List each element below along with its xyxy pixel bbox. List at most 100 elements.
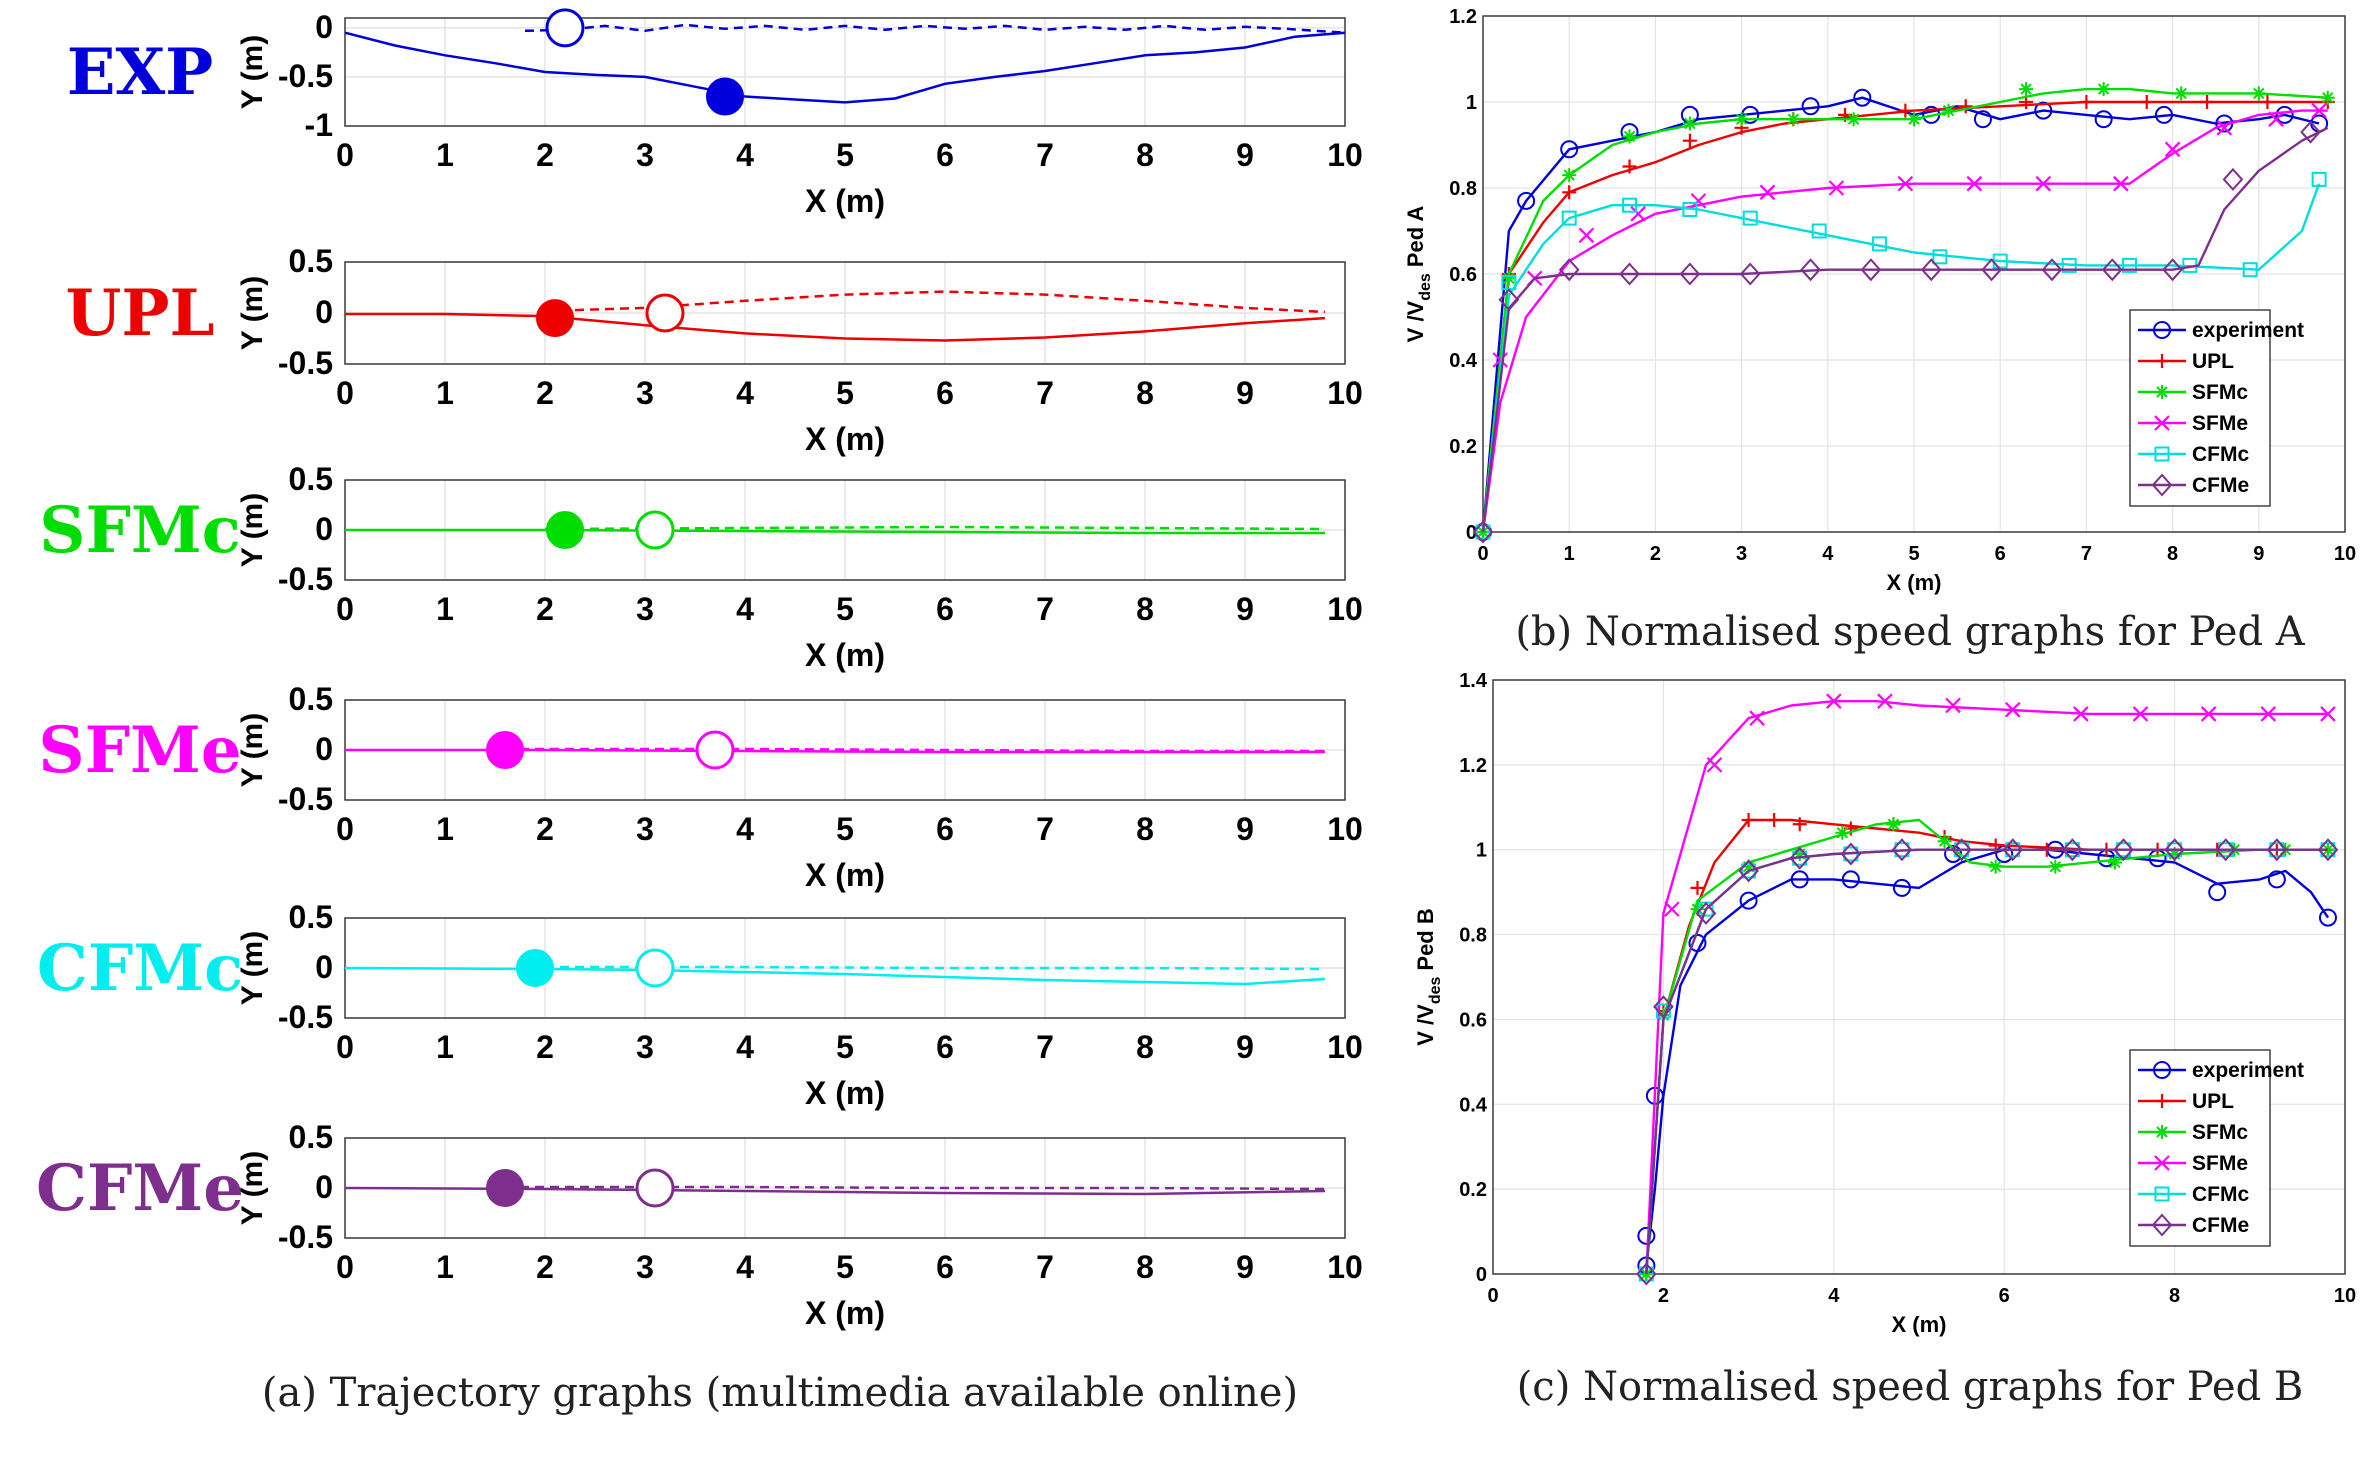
data-point-square — [1682, 202, 1698, 217]
x-tick-label: 2 — [536, 375, 554, 411]
data-point-x — [1759, 184, 1776, 201]
x-tick-label: 9 — [1236, 1029, 1254, 1065]
data-point-x — [2216, 120, 2233, 136]
y-tick-label: 1.2 — [1449, 6, 1477, 28]
y-tick-label: 0.5 — [289, 1119, 333, 1155]
data-point-square — [2061, 257, 2077, 273]
x-axis-label: X (m) — [805, 183, 885, 219]
x-tick-label: 1 — [436, 1249, 454, 1285]
data-point-circle — [1841, 870, 1860, 889]
data-point-circle — [1739, 891, 1758, 910]
legend-entry: SFMe — [2138, 412, 2248, 435]
data-point-asterisk — [2019, 82, 2034, 97]
x-tick-label: 5 — [836, 1029, 854, 1065]
y-tick-label: -0.5 — [278, 1219, 333, 1255]
y-tick-label: 0.5 — [289, 681, 333, 717]
filled-pedestrian-marker — [486, 1169, 524, 1207]
data-point-circle — [1637, 1226, 1656, 1245]
legend-label: CFMc — [2192, 1183, 2249, 1206]
x-tick-label: 2 — [536, 137, 554, 173]
series-line — [1645, 700, 2328, 1275]
y-tick-label: 0.5 — [289, 243, 333, 279]
y-tick-label: 0 — [315, 511, 333, 547]
data-point-diamond — [1653, 995, 1674, 1019]
x-tick-label: 2 — [1650, 543, 1661, 565]
data-point-x — [2260, 706, 2277, 722]
x-tick-label: 4 — [1828, 1285, 1840, 1307]
legend-label: CFMe — [2192, 474, 2249, 497]
data-point-diamond — [2101, 258, 2123, 282]
legend-label: experiment — [2192, 1059, 2304, 1082]
data-point-circle — [2318, 908, 2337, 927]
model-label-sfmc: SFMc — [39, 493, 240, 568]
data-point-x — [1664, 901, 1680, 917]
data-point-diamond — [1739, 262, 1761, 286]
dashed-trajectory — [544, 525, 1326, 531]
x-tick-label: 3 — [636, 1249, 654, 1285]
data-point-circle — [1801, 97, 1820, 116]
data-point-diamond — [2222, 167, 2244, 191]
data-point-asterisk — [1741, 859, 1756, 874]
data-point-asterisk — [1988, 859, 2003, 874]
data-point-x — [2164, 141, 2181, 158]
dashed-trajectory — [505, 747, 1325, 753]
x-tick-label: 0 — [336, 1029, 354, 1065]
data-point-diamond — [1891, 838, 1913, 862]
data-point-circle — [1517, 191, 1536, 210]
x-tick-label: 10 — [2334, 1285, 2356, 1307]
series-line — [1645, 848, 2328, 1275]
y-tick-label: -0.5 — [278, 999, 333, 1035]
x-tick-label: 9 — [1236, 591, 1254, 627]
data-point-asterisk — [1907, 112, 1921, 127]
x-tick-label: 5 — [836, 1249, 854, 1285]
data-point-x — [1578, 227, 1595, 244]
legend-box — [2129, 1049, 2271, 1247]
data-point-x — [1492, 352, 1509, 368]
x-tick-label: 9 — [1236, 375, 1254, 411]
x-tick-label: 2 — [536, 811, 554, 847]
data-point-x — [2200, 706, 2217, 722]
x-tick-label: 6 — [1995, 543, 2006, 565]
y-tick-label: 0.4 — [1459, 1094, 1488, 1116]
y-tick-label: 0 — [1476, 1264, 1487, 1286]
plot-frame — [1492, 679, 2346, 1275]
series-line — [1481, 96, 2320, 533]
x-tick-label: 10 — [1327, 811, 1363, 847]
legend-entry: SFMc — [2138, 381, 2248, 404]
x-axis-label: X (m) — [805, 1295, 885, 1331]
x-tick-label: 8 — [1136, 1029, 1154, 1065]
x-tick-label: 4 — [736, 591, 754, 627]
x-tick-label: 8 — [2167, 543, 2178, 565]
speed-chart-ped-b: 0 2 4 6 8 10 0 0.2 0.4 0.6 0.8 1 1.2 1.4 X (m) V /Vdes P… — [1413, 670, 2356, 1337]
legend-label: CFMe — [2192, 1214, 2249, 1237]
x-tick-label: 7 — [1036, 591, 1054, 627]
data-point-plus — [2155, 354, 2169, 368]
data-point-diamond — [2215, 838, 2237, 862]
legend-entry: UPL — [2138, 350, 2234, 373]
x-tick-label: 4 — [736, 1029, 754, 1065]
data-point-plus — [1792, 817, 1807, 832]
x-tick-label: 1 — [1564, 543, 1575, 565]
data-point-asterisk — [2155, 1125, 2169, 1139]
series-sfmc — [1476, 82, 2335, 539]
x-tick-label: 8 — [1136, 375, 1154, 411]
x-tick-label: 8 — [1136, 591, 1154, 627]
solid-trajectory — [345, 312, 1326, 342]
x-tick-label: 3 — [636, 591, 654, 627]
data-point-square — [2154, 446, 2170, 462]
y-axis-label: Y (m) — [236, 713, 269, 787]
data-point-plus — [1682, 133, 1697, 148]
trajectory-panel-cfme: 0 1 2 3 4 5 6 7 8 9 100.50-0.5X (m)Y (m)CFMe — [36, 1119, 1363, 1331]
filled-pedestrian-marker — [486, 731, 524, 769]
x-tick-label: 8 — [1136, 137, 1154, 173]
data-point-diamond — [2317, 838, 2339, 862]
plot-frame — [344, 17, 1346, 127]
data-point-x — [1690, 193, 1707, 209]
model-label-exp: EXP — [67, 35, 214, 110]
dashed-trajectory — [505, 1185, 1326, 1191]
solid-trajectory — [344, 31, 1346, 104]
y-tick-label: 1.2 — [1459, 755, 1487, 777]
speed-chart-ped-a: 0 1 2 3 4 5 6 7 8 9 10 0 0.2 0.4 0.6 0.8 1 1.2 X (m) V /Vde… — [1403, 6, 2356, 595]
x-tick-label: 7 — [2081, 543, 2092, 565]
data-point-circle — [2034, 101, 2053, 120]
